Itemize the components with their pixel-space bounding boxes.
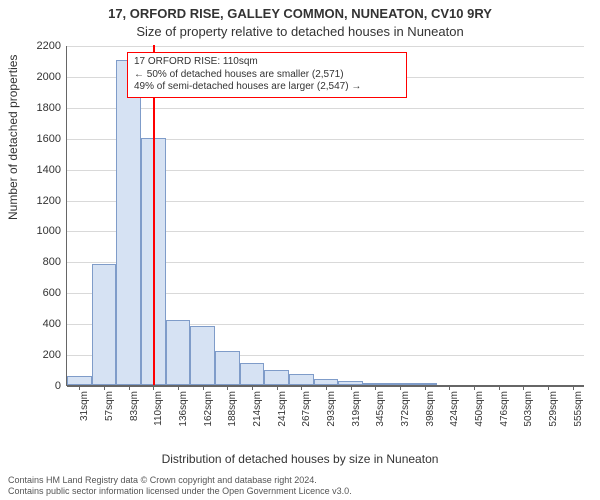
x-tick-label: 424sqm	[449, 391, 460, 427]
x-tick-label: 214sqm	[252, 391, 263, 427]
x-tick-label: 555sqm	[573, 391, 584, 427]
histogram-bar	[215, 351, 240, 385]
x-tick-mark	[79, 385, 80, 390]
x-tick-label: 241sqm	[277, 391, 288, 427]
y-tick-label: 400	[43, 318, 61, 330]
histogram-bar	[116, 60, 141, 385]
chart-title-address: 17, ORFORD RISE, GALLEY COMMON, NUNEATON…	[0, 6, 600, 21]
x-tick-mark	[104, 385, 105, 390]
x-tick-mark	[227, 385, 228, 390]
y-tick-label: 1800	[37, 102, 61, 114]
footer-line-2: Contains public sector information licen…	[8, 486, 352, 497]
x-tick-label: 476sqm	[499, 391, 510, 427]
y-gridline	[67, 108, 584, 109]
footer-attribution: Contains HM Land Registry data © Crown c…	[8, 475, 352, 498]
y-tick-label: 800	[43, 256, 61, 268]
histogram-bar	[190, 326, 215, 385]
y-tick-label: 2200	[37, 40, 61, 52]
x-tick-mark	[400, 385, 401, 390]
x-tick-label: 162sqm	[203, 391, 214, 427]
y-tick-label: 200	[43, 349, 61, 361]
y-tick-label: 2000	[37, 71, 61, 83]
x-tick-mark	[129, 385, 130, 390]
x-tick-label: 31sqm	[79, 391, 90, 421]
y-axis-label: Number of detached properties	[6, 55, 20, 220]
x-tick-mark	[252, 385, 253, 390]
x-tick-label: 529sqm	[548, 391, 559, 427]
x-tick-mark	[573, 385, 574, 390]
histogram-bar	[166, 320, 191, 385]
y-gridline	[67, 46, 584, 47]
x-tick-mark	[499, 385, 500, 390]
y-tick-label: 1400	[37, 164, 61, 176]
x-tick-label: 503sqm	[523, 391, 534, 427]
y-tick-label: 0	[55, 380, 61, 392]
x-tick-label: 110sqm	[153, 391, 164, 426]
y-tick-label: 1200	[37, 195, 61, 207]
histogram-bar	[289, 374, 314, 385]
plot-area: 0200400600800100012001400160018002000220…	[66, 46, 584, 386]
y-tick-label: 600	[43, 287, 61, 299]
histogram-bar	[264, 370, 289, 385]
x-tick-mark	[277, 385, 278, 390]
x-tick-label: 293sqm	[326, 391, 337, 427]
x-tick-label: 345sqm	[375, 391, 386, 427]
x-tick-mark	[351, 385, 352, 390]
x-tick-mark	[375, 385, 376, 390]
x-tick-mark	[474, 385, 475, 390]
x-tick-mark	[326, 385, 327, 390]
x-tick-mark	[425, 385, 426, 390]
y-tick-label: 1000	[37, 225, 61, 237]
histogram-bar	[67, 376, 92, 385]
annotation-line-3: 49% of semi-detached houses are larger (…	[134, 81, 400, 94]
x-tick-label: 372sqm	[400, 391, 411, 427]
annotation-line-1: 17 ORFORD RISE: 110sqm	[134, 56, 400, 69]
histogram-bar	[92, 264, 117, 385]
x-tick-label: 319sqm	[351, 391, 362, 427]
x-tick-label: 57sqm	[104, 391, 115, 421]
x-tick-label: 450sqm	[474, 391, 485, 427]
annotation-box: 17 ORFORD RISE: 110sqm ← 50% of detached…	[127, 52, 407, 98]
x-tick-label: 188sqm	[227, 391, 238, 427]
annotation-line-2: ← 50% of detached houses are smaller (2,…	[134, 69, 400, 82]
x-tick-label: 136sqm	[178, 391, 189, 427]
x-tick-mark	[523, 385, 524, 390]
x-tick-mark	[203, 385, 204, 390]
x-tick-mark	[548, 385, 549, 390]
y-tick-label: 1600	[37, 133, 61, 145]
x-axis-label: Distribution of detached houses by size …	[0, 452, 600, 466]
x-tick-mark	[301, 385, 302, 390]
x-tick-mark	[153, 385, 154, 390]
chart-title-subtitle: Size of property relative to detached ho…	[0, 24, 600, 39]
x-tick-mark	[178, 385, 179, 390]
footer-line-1: Contains HM Land Registry data © Crown c…	[8, 475, 352, 486]
x-tick-label: 267sqm	[301, 391, 312, 427]
x-tick-mark	[449, 385, 450, 390]
histogram-bar	[240, 363, 265, 385]
x-tick-label: 83sqm	[129, 391, 140, 421]
x-tick-label: 398sqm	[425, 391, 436, 427]
